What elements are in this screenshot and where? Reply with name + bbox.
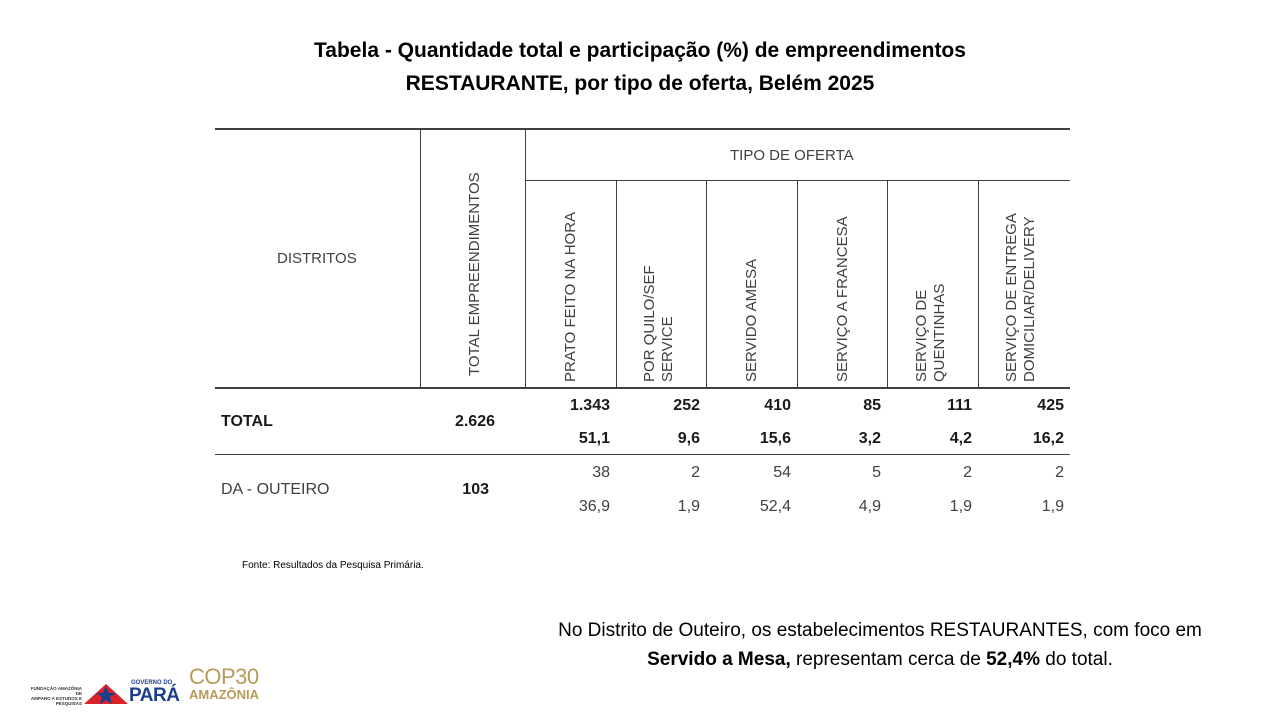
outeiro-count-0: 38 [592,464,610,481]
col-divider-7 [978,181,979,388]
gov-label: GOVERNO DO [131,680,173,686]
header-tipo-de-oferta: TIPO DE OFERTA [730,147,854,164]
summary-part1: No Distrito de Outeiro, os estabelecimen… [558,620,1202,641]
row-label-outeiro: DA - OUTEIRO [221,481,330,498]
col-divider-1 [420,128,421,388]
total-percent-1: 9,6 [677,430,700,447]
header-servico-a-francesa: SERVIÇO A FRANCESA [834,216,851,382]
outeiro-percent-3: 4,9 [858,498,881,515]
summary-part3: do total. [1039,649,1113,670]
outeiro-count-4: 2 [963,464,972,481]
total-percent-3: 3,2 [858,430,881,447]
group-header-divider [525,180,1070,181]
outeiro-percent-0: 36,9 [578,498,610,515]
table-top-border [215,128,1070,130]
col-divider-5 [797,181,798,388]
table-title-line2: RESTAURANTE, por tipo de oferta, Belém 2… [405,72,875,95]
total-count-5: 425 [1037,397,1064,414]
row-divider [215,454,1070,455]
col-divider-6 [887,181,888,388]
summary-bold1: Servido a Mesa, [647,649,791,670]
footer-logos: FUNDAÇÃO AMAZÔNIA DE AMPARO A ESTUDOS E … [30,660,280,710]
total-percent-4: 4,2 [949,430,972,447]
total-percent-5: 16,2 [1032,430,1064,447]
row-label-total: TOTAL [221,413,273,430]
outeiro-percent-5: 1,9 [1041,498,1064,515]
total-percent-2: 15,6 [759,430,791,447]
outeiro-percent-2: 52,4 [759,498,791,515]
source-note: Fonte: Resultados da Pesquisa Primária. [242,560,424,571]
fapespa-logo-text: FUNDAÇÃO AMAZÔNIA DE AMPARO A ESTUDOS E … [30,686,82,706]
outeiro-percent-4: 1,9 [949,498,972,515]
total-count-1: 252 [673,397,700,414]
header-distritos: DISTRITOS [277,250,357,267]
header-prato-feito: PRATO FEITO NA HORA [562,211,579,382]
para-label: PARÁ [129,685,180,706]
summary-part2: representam cerca de [790,649,987,670]
outeiro-count-3: 5 [872,464,881,481]
para-flag-star-icon [84,684,128,704]
table-title-line1: Tabela - Quantidade total e participação… [314,39,966,62]
total-count-2: 410 [764,397,791,414]
header-servico-quentinhas: SERVIÇO DE QUENTINHAS [913,283,948,382]
summary-note: No Distrito de Outeiro, os estabelecimen… [520,616,1240,674]
total-count-4: 111 [947,397,972,414]
total-count-0: 1.343 [569,397,610,414]
summary-bold2: 52,4% [986,649,1040,670]
header-por-quilo: POR QUILO/SEF SERVICE [641,265,676,382]
total-percent-0: 51,1 [578,430,610,447]
header-total-empreendimentos: TOTAL EMPREENDIMENTOS [466,172,483,376]
header-servico-entrega: SERVIÇO DE ENTREGA DOMICILIAR/DELIVERY [1003,213,1038,382]
outeiro-count-1: 2 [691,464,700,481]
col-divider-2 [525,128,526,388]
col-divider-3 [616,181,617,388]
outeiro-percent-1: 1,9 [677,498,700,515]
cop30-logo: COP30 AMAZÔNIA [189,664,260,702]
col-divider-4 [706,181,707,388]
data-table: DISTRITOS TOTAL EMPREENDIMENTOS TIPO DE … [215,128,1070,518]
outeiro-count-5: 2 [1055,464,1064,481]
total-count-3: 85 [863,397,881,414]
outeiro-total-value: 103 [462,481,489,498]
header-servido-a-mesa: SERVIDO AMESA [743,258,760,382]
total-empreendimentos-value: 2.626 [454,413,495,430]
header-bottom-border [215,387,1070,389]
outeiro-count-2: 54 [773,464,791,481]
